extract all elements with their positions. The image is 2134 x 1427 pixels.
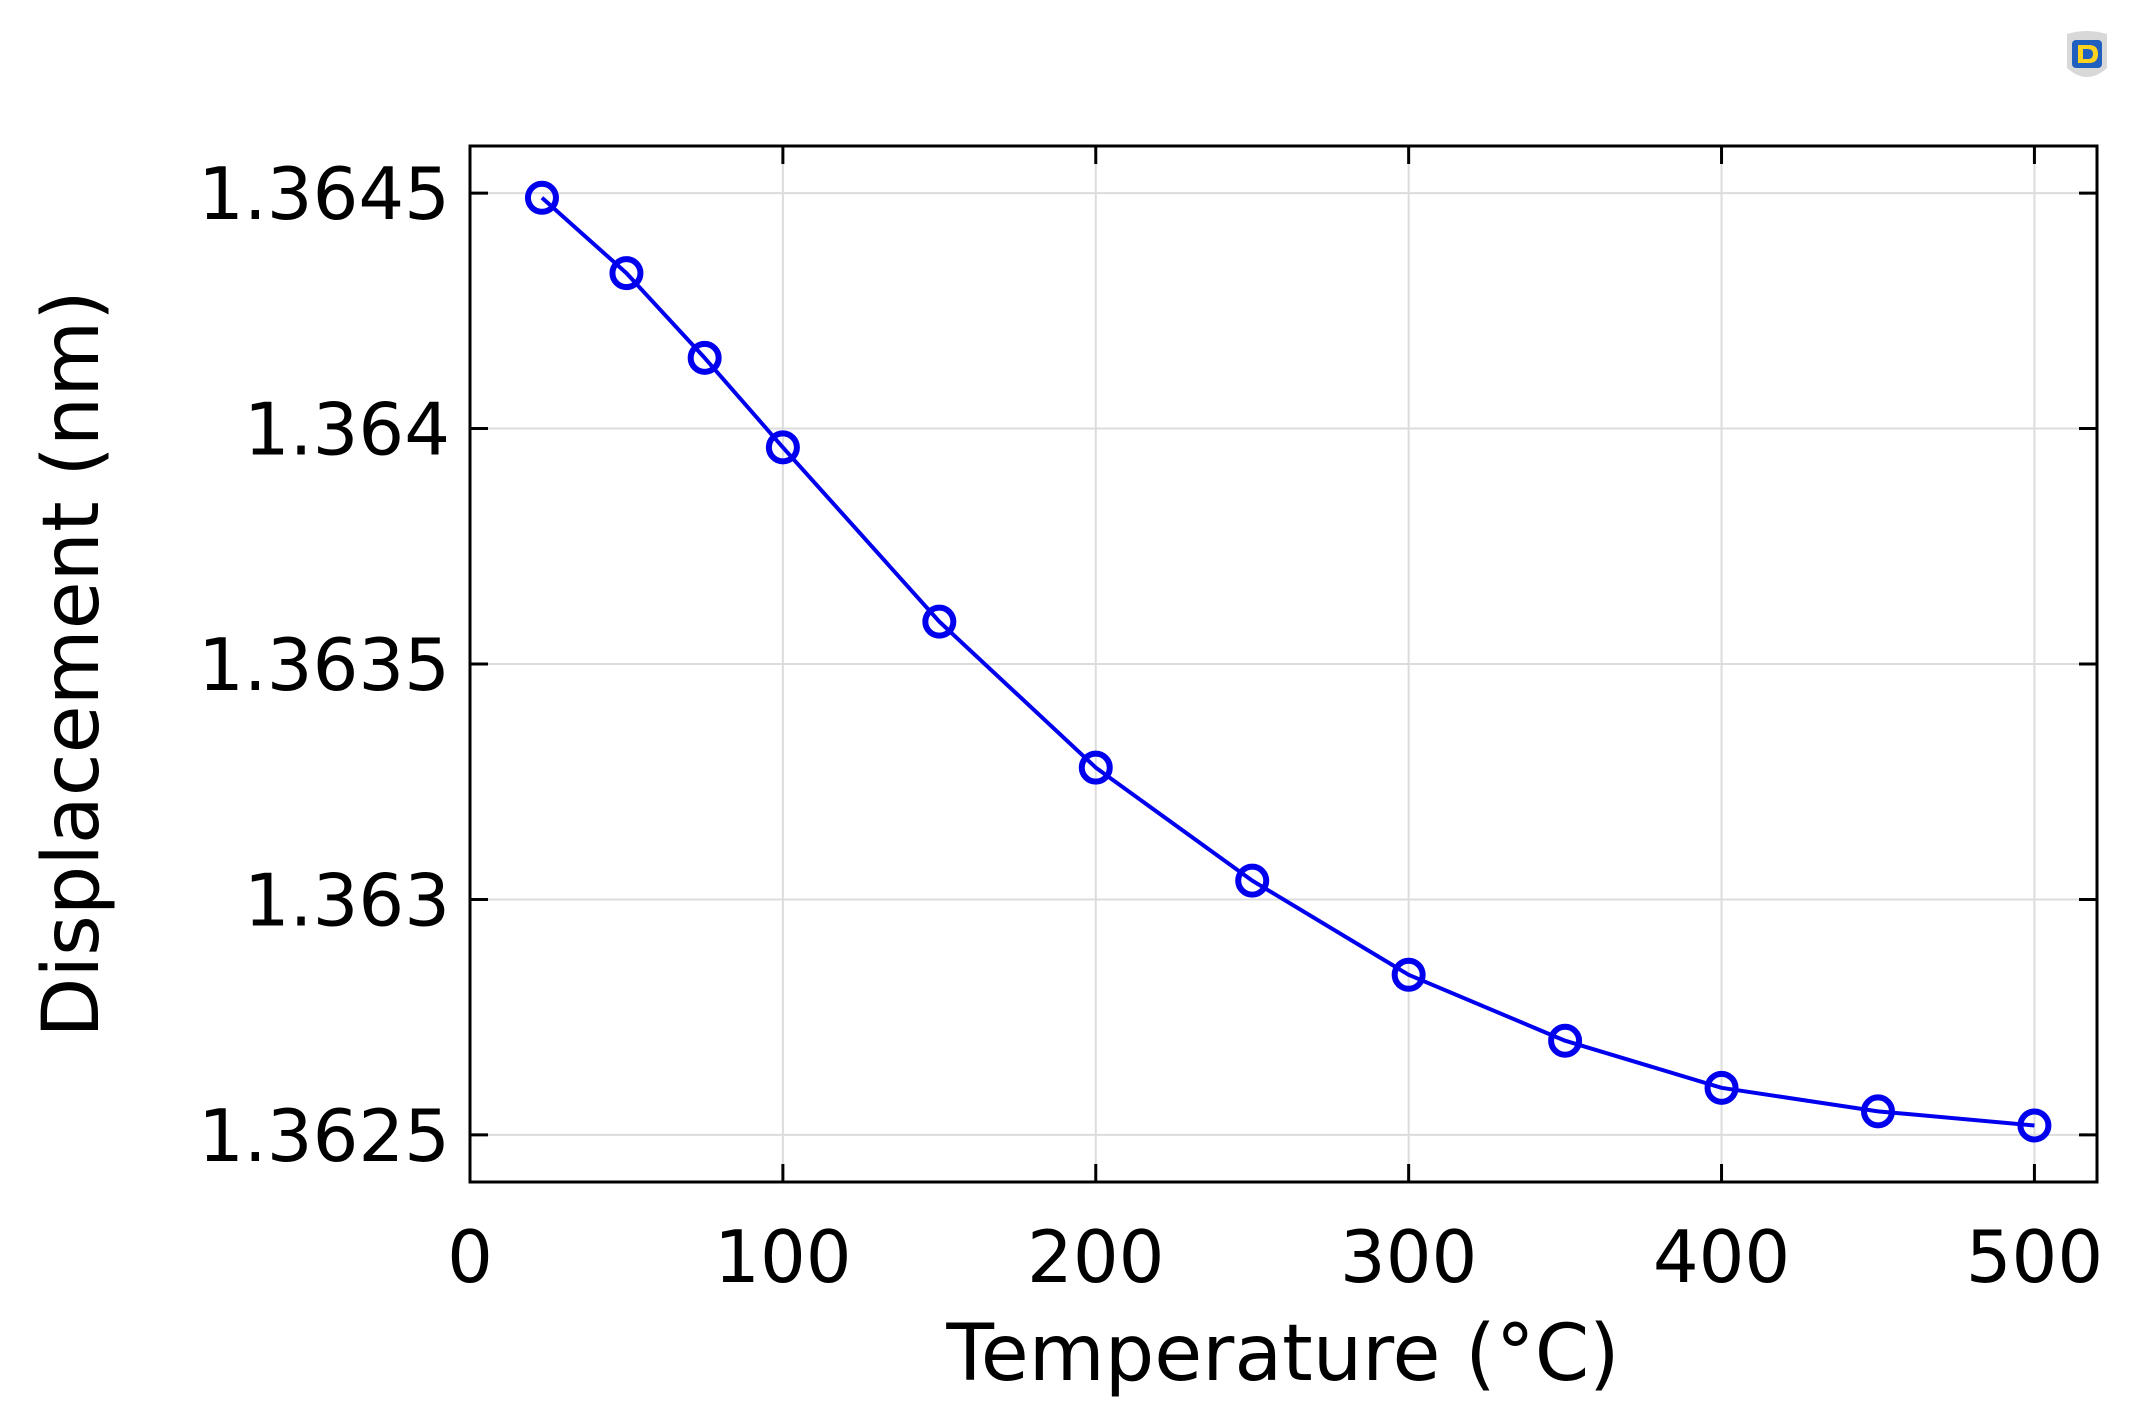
data-point	[609, 256, 644, 291]
series-line	[540, 196, 2035, 1128]
y-tick-label: 1.3635	[198, 623, 450, 707]
data-point	[687, 340, 722, 375]
x-tick-label: 500	[1966, 1215, 2103, 1299]
y-tick-label: 1.3645	[198, 152, 450, 236]
data-point	[1391, 957, 1426, 992]
tick-layer	[468, 146, 2097, 1182]
data-point	[524, 180, 559, 215]
data-point	[765, 430, 800, 465]
app-logo-icon	[2062, 28, 2112, 86]
data-point	[1860, 1094, 1895, 1129]
x-tick-label: 400	[1653, 1215, 1790, 1299]
x-tick-label: 100	[714, 1215, 851, 1299]
series-layer	[524, 180, 2052, 1143]
data-point	[1235, 863, 1270, 898]
x-axis-title: Temperature (°C)	[945, 1309, 1619, 1399]
data-point	[1704, 1070, 1739, 1105]
data-point	[1078, 750, 1113, 785]
tick-label-layer: 0 100 200 300 400 500 1.3625 1.363 1.3635 1.364 1.…	[198, 152, 2103, 1299]
data-point	[1548, 1023, 1583, 1058]
x-tick-label: 300	[1340, 1215, 1477, 1299]
y-tick-label: 1.3625	[198, 1094, 450, 1178]
x-tick-label: 0	[447, 1215, 493, 1299]
grid-layer	[469, 146, 2097, 1182]
y-tick-label: 1.364	[244, 388, 450, 472]
y-tick-label: 1.363	[244, 858, 450, 942]
data-point	[922, 604, 957, 639]
x-tick-label: 200	[1027, 1215, 1164, 1299]
y-axis-title: Displacement (nm)	[27, 290, 117, 1037]
data-point	[2017, 1108, 2052, 1143]
